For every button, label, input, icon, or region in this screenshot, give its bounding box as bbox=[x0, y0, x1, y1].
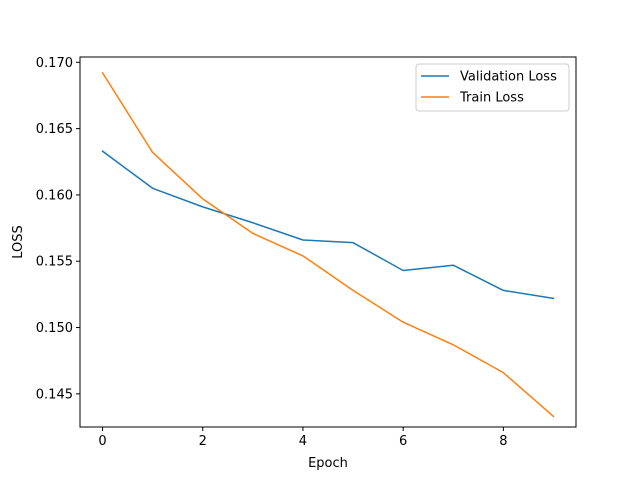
x-tick-label: 0 bbox=[98, 434, 106, 449]
x-tick-label: 6 bbox=[399, 434, 407, 449]
plot-frame bbox=[79, 56, 577, 428]
series-line-train-loss bbox=[101, 71, 555, 418]
legend-label-train-loss: Train Loss bbox=[459, 91, 524, 106]
x-tick-label: 4 bbox=[299, 434, 307, 449]
x-axis: 0 2 4 6 8 bbox=[98, 427, 507, 449]
legend: Validation Loss Train Loss bbox=[415, 63, 570, 112]
y-axis-label: LOSS bbox=[11, 225, 26, 259]
y-tick-label: 0.155 bbox=[36, 255, 73, 270]
legend-label-validation-loss: Validation Loss bbox=[460, 70, 557, 85]
series-line-validation-loss bbox=[101, 150, 555, 300]
y-tick-label: 0.145 bbox=[36, 387, 73, 402]
y-tick-label: 0.165 bbox=[36, 122, 73, 137]
x-tick-label: 2 bbox=[199, 434, 207, 449]
y-tick-label: 0.160 bbox=[36, 188, 73, 203]
x-axis-label: Epoch bbox=[308, 456, 348, 471]
x-tick-label: 8 bbox=[499, 434, 507, 449]
y-tick-label: 0.170 bbox=[36, 56, 73, 71]
legend-box bbox=[415, 63, 570, 112]
series-layer bbox=[101, 71, 555, 418]
y-tick-label: 0.150 bbox=[36, 321, 73, 336]
y-axis: 0.145 0.150 0.155 0.160 0.165 0.170 bbox=[36, 56, 80, 402]
